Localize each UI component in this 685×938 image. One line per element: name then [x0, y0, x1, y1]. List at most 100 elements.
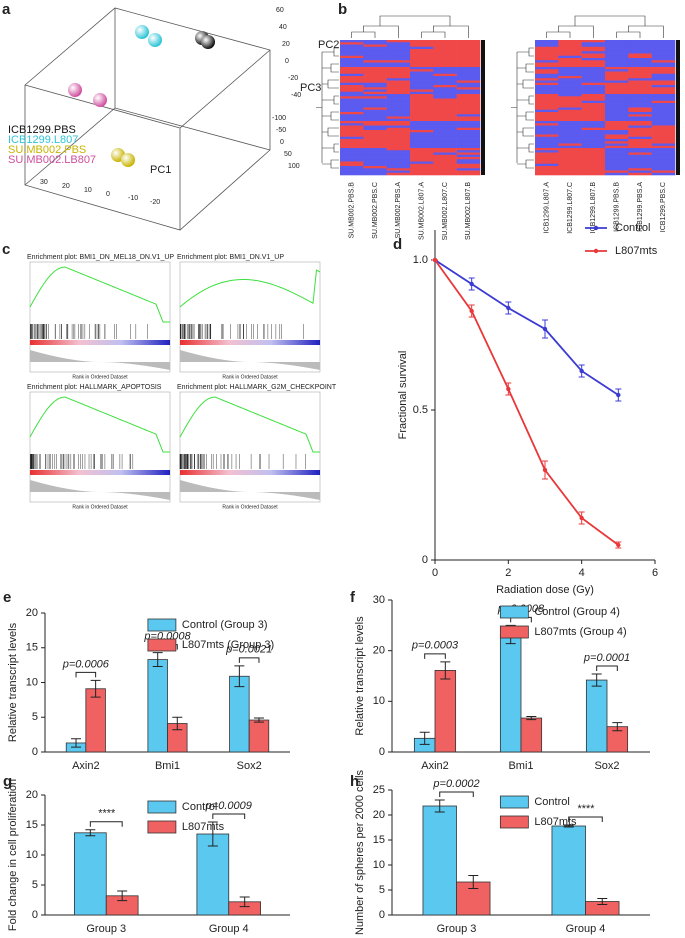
heatmap-cell	[628, 91, 652, 95]
heatmap-cell	[433, 139, 457, 142]
heatmap-cell	[651, 107, 676, 111]
heatmap-cell	[581, 145, 606, 149]
heatmap-cell	[605, 112, 629, 115]
heatmap-cell	[558, 42, 582, 45]
y-tick-label: 15	[26, 819, 38, 831]
heatmap-cell	[456, 91, 481, 95]
error-bar	[117, 890, 128, 902]
heatmap-cell	[651, 80, 676, 84]
heatmap-cell	[410, 73, 434, 77]
heatmap-cell	[340, 118, 364, 122]
y-tick-label: 15	[26, 642, 38, 654]
heatmap-cell	[605, 51, 629, 54]
dendrogram-left	[517, 159, 534, 169]
heatmap-cell	[456, 143, 481, 147]
heatmap-cell	[651, 123, 676, 126]
heatmap-cell	[386, 152, 411, 156]
heatmap-cell	[433, 100, 457, 104]
heatmap-cell	[651, 134, 676, 138]
point	[542, 326, 548, 332]
panel-label: f	[350, 589, 356, 606]
enrichment-curve	[179, 269, 321, 308]
heatmap-cell	[558, 132, 582, 135]
dendrogram-left	[517, 143, 534, 153]
heatmap-cell	[433, 168, 457, 171]
heatmap-cell	[363, 123, 387, 126]
heatmap-cell	[581, 73, 606, 77]
rank-bar	[30, 470, 170, 475]
heatmap-cell	[433, 46, 457, 50]
heatmap-cell	[535, 161, 559, 165]
significance-bracket	[568, 816, 603, 822]
enrichment-curve	[179, 396, 320, 453]
heatmap-cell	[340, 148, 364, 151]
heatmap-cell	[433, 42, 457, 45]
legend-swatch	[147, 820, 177, 834]
heatmap-cell	[363, 168, 387, 171]
heatmap-cell	[605, 143, 629, 147]
heatmap-cell	[363, 69, 387, 72]
heatmap-cell	[558, 40, 582, 43]
sample-label: ICB1299.PBS.C	[660, 182, 667, 232]
heatmap-cell	[581, 107, 606, 111]
heatmap-cell	[581, 159, 606, 162]
heatmap-cell	[651, 67, 676, 70]
heatmap-cell	[386, 67, 411, 70]
heatmap-cell	[581, 132, 606, 135]
heatmap-sidebar	[676, 40, 680, 175]
heatmap-cell	[651, 145, 676, 149]
heatmap-cell	[535, 109, 559, 113]
heatmap-cell	[535, 163, 559, 167]
heatmap-cell	[340, 62, 364, 66]
y-tick-label: 15	[373, 834, 385, 846]
tick-label: -40	[291, 92, 301, 99]
heatmap-cell	[410, 170, 434, 174]
heatmap-cell	[628, 98, 652, 102]
heatmap-cell	[456, 44, 481, 48]
heatmap-cell	[410, 123, 434, 126]
heatmap-cell	[363, 53, 387, 57]
heatmap-cell	[410, 152, 434, 156]
legend-label: Control	[182, 801, 217, 813]
bar	[422, 805, 457, 916]
heatmap-cell	[363, 172, 387, 176]
heatmap-cell	[558, 136, 582, 140]
heatmap-cell	[558, 89, 582, 93]
heatmap-cell	[581, 157, 606, 160]
heatmap-cell	[386, 114, 411, 117]
heatmap-cell	[651, 89, 676, 93]
legend-swatch	[593, 248, 599, 254]
heatmap-cell	[535, 46, 559, 50]
heatmap-cell	[628, 55, 652, 59]
annotation: p=0.0002	[432, 778, 479, 790]
heatmap-cell	[363, 44, 387, 48]
series-line	[434, 259, 619, 396]
error-bar	[152, 652, 163, 668]
heatmap-cell	[363, 121, 387, 124]
heatmap-cell	[410, 58, 434, 61]
heatmap-cell	[410, 145, 434, 149]
heatmap-cell	[605, 116, 629, 120]
tick-label: 40	[279, 24, 287, 31]
heatmap-cell	[433, 130, 457, 133]
heatmap-cell	[456, 132, 481, 135]
pca-point	[121, 153, 135, 167]
heatmap-cell	[340, 143, 364, 147]
heatmap-cell	[363, 139, 387, 142]
heatmap-cell	[340, 157, 364, 160]
heatmap-cell	[558, 121, 582, 124]
heatmap-cell	[535, 64, 559, 68]
heatmap-cell	[456, 152, 481, 156]
heatmap-cell	[363, 64, 387, 68]
dendrogram-top	[546, 15, 664, 38]
y-tick-label: 0.5	[413, 404, 428, 416]
heatmap-cell	[581, 136, 606, 140]
heatmap-cell	[363, 98, 387, 102]
heatmap-cell	[535, 58, 559, 61]
heatmap-cell	[433, 136, 457, 140]
heatmap-cell	[410, 107, 434, 111]
heatmap-cell	[581, 114, 606, 117]
heatmap-cell	[386, 69, 411, 72]
axis-label: PC2	[318, 39, 339, 51]
heatmap-cell	[410, 166, 434, 169]
